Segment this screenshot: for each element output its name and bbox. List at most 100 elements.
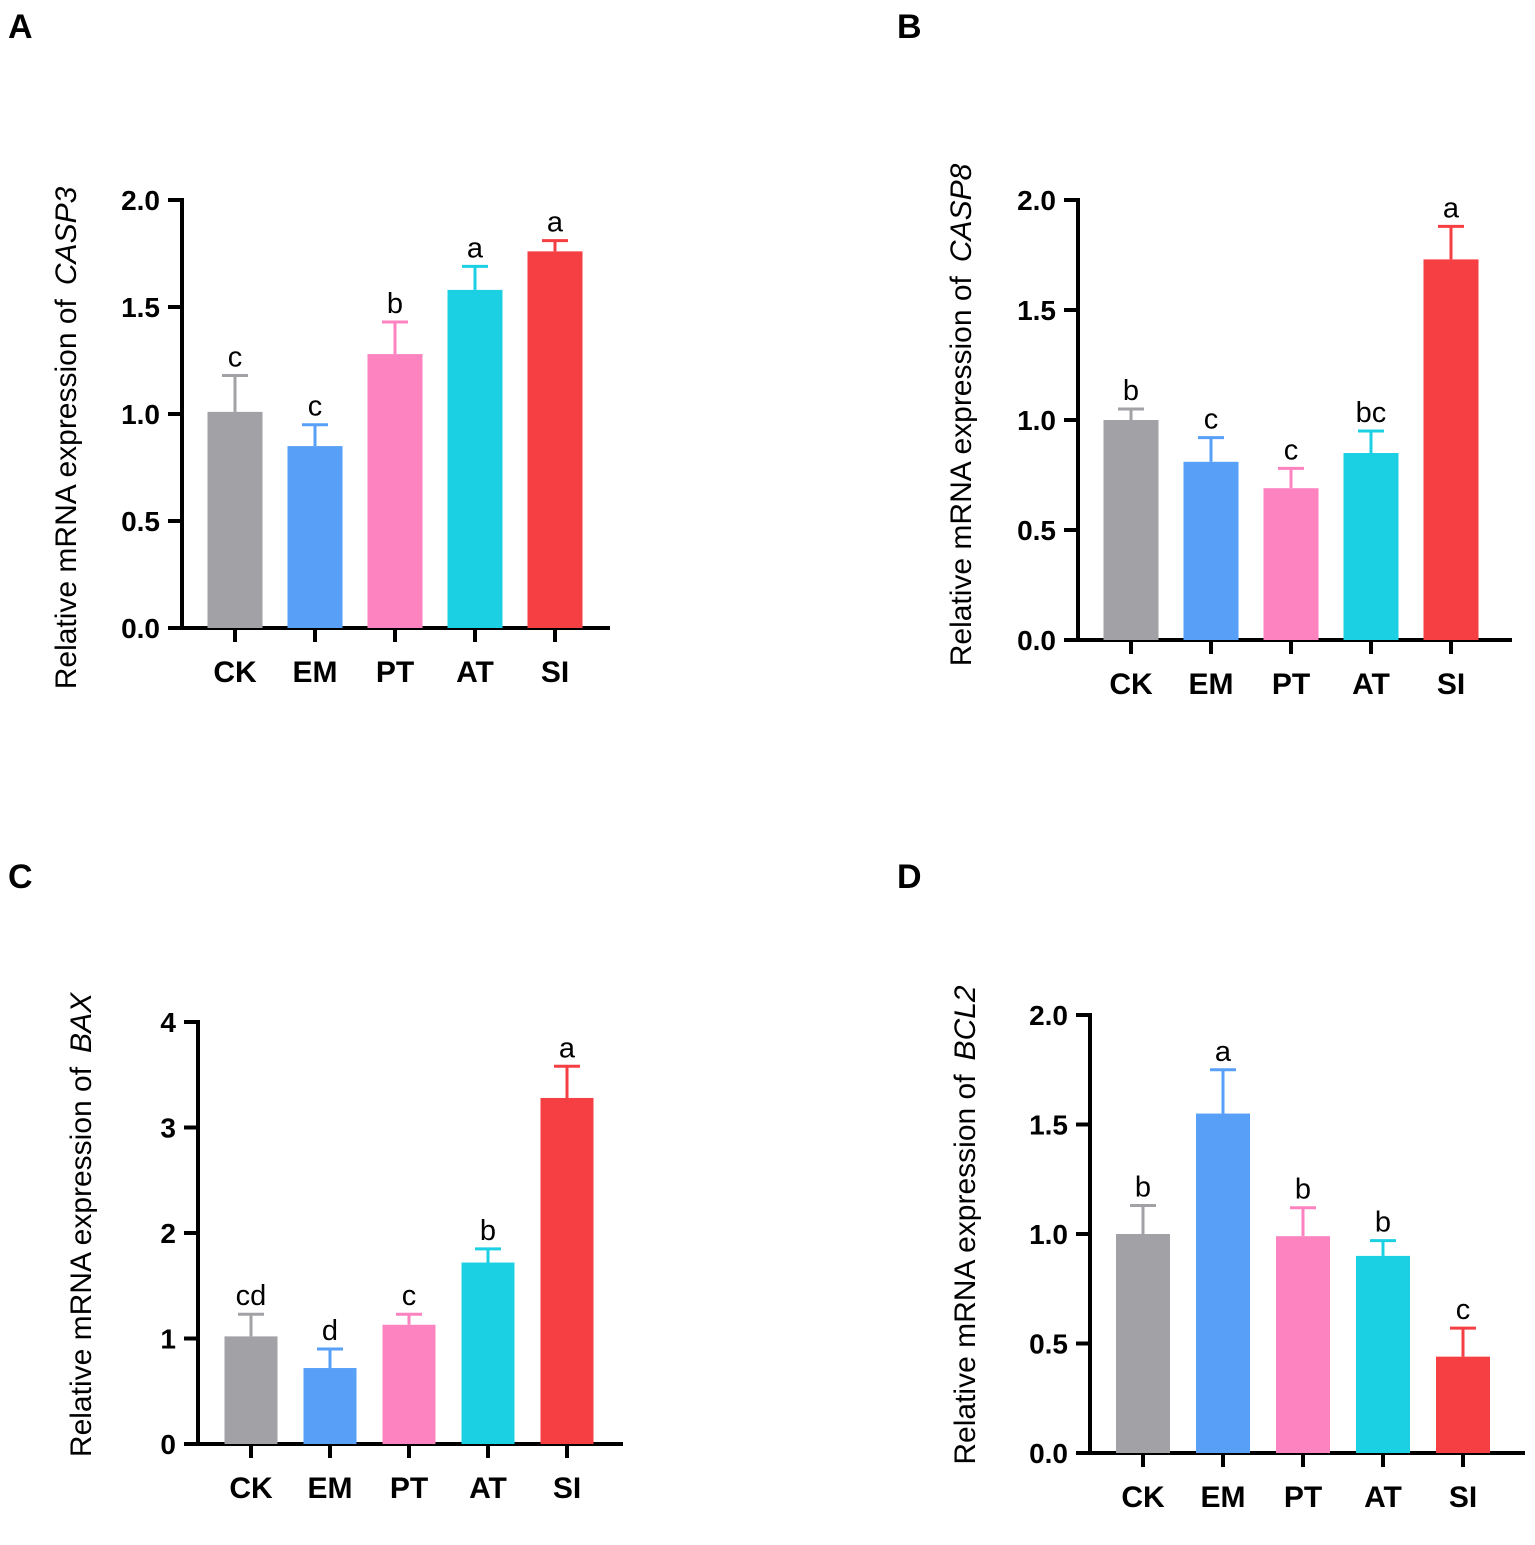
x-tick-label: AT: [1364, 1481, 1402, 1514]
x-tick-label: CK: [213, 656, 257, 689]
y-tick-label: 0.5: [1017, 515, 1056, 546]
y-axis-title: Relative mRNA expression of BCL2: [949, 985, 982, 1465]
significance-letter: b: [1295, 1174, 1311, 1206]
x-tick-label: AT: [1352, 668, 1390, 701]
y-tick-label: 1.0: [121, 399, 160, 430]
significance-letter: bc: [1356, 397, 1387, 429]
x-tick-label: EM: [293, 656, 338, 689]
significance-letter: a: [547, 207, 564, 239]
x-tick-label: SI: [1449, 1481, 1477, 1514]
y-tick-label: 3: [160, 1113, 176, 1144]
x-tick-label: CK: [1121, 1481, 1165, 1514]
panel-letter: C: [8, 858, 33, 896]
significance-letter: c: [1204, 404, 1219, 436]
y-axis-title-prefix: Relative mRNA expression of: [949, 1074, 982, 1465]
significance-letter: c: [228, 341, 243, 373]
y-tick-label: 1.0: [1029, 1219, 1068, 1250]
bar-em: [1183, 461, 1239, 640]
bar-pt: [1276, 1236, 1330, 1453]
y-tick-label: 0.5: [121, 506, 160, 537]
x-tick-label: SI: [553, 1472, 581, 1505]
y-tick-label: 2: [160, 1218, 176, 1249]
significance-letter: b: [1135, 1172, 1151, 1204]
x-tick-label: PT: [390, 1472, 428, 1505]
x-tick-label: CK: [229, 1472, 273, 1505]
x-tick-label: EM: [1189, 668, 1234, 701]
significance-letter: b: [1375, 1207, 1391, 1239]
bar-si: [540, 1097, 594, 1444]
significance-letter: a: [559, 1032, 576, 1064]
significance-letter: c: [402, 1280, 417, 1312]
y-axis-title-gene: BAX: [65, 992, 98, 1053]
y-tick-label: 1: [160, 1324, 176, 1355]
y-tick-label: 1.5: [1029, 1110, 1068, 1141]
x-tick-label: EM: [308, 1472, 353, 1505]
y-tick-label: 4: [160, 1007, 176, 1038]
bar-at: [447, 289, 503, 628]
bar-si: [1436, 1356, 1490, 1453]
bar-at: [1343, 453, 1399, 640]
x-tick-label: AT: [456, 656, 494, 689]
bar-ck: [1103, 420, 1159, 640]
x-tick-label: EM: [1201, 1481, 1246, 1514]
x-tick-label: PT: [1272, 668, 1310, 701]
y-tick-label: 0.0: [1029, 1438, 1068, 1469]
significance-letter: b: [480, 1215, 496, 1247]
y-axis-title-prefix: Relative mRNA expression of: [50, 298, 83, 689]
significance-letter: a: [1215, 1036, 1232, 1068]
y-axis-title-prefix: Relative mRNA expression of: [945, 275, 978, 666]
y-tick-label: 2.0: [121, 185, 160, 216]
significance-letter: cd: [236, 1280, 267, 1312]
bar-ck: [224, 1336, 278, 1444]
bar-si: [1423, 259, 1479, 640]
y-tick-label: 2.0: [1017, 185, 1056, 216]
y-axis-title: Relative mRNA expression of CASP8: [945, 163, 978, 666]
x-tick-label: SI: [541, 656, 569, 689]
panel-letter: A: [8, 8, 33, 46]
bar-si: [527, 251, 583, 629]
chart-panel-d: D 0.0 0.5 1.0 1.5 2.0 Relative mRNA expression…: [897, 858, 1525, 1514]
y-tick-label: 0: [160, 1429, 176, 1460]
bar-at: [461, 1262, 515, 1444]
bar-ck: [207, 411, 263, 628]
y-axis-title-gene: BCL2: [949, 985, 982, 1060]
panel-letter: B: [897, 8, 922, 46]
y-axis-title: Relative mRNA expression of BAX: [65, 992, 98, 1457]
bar-em: [303, 1368, 357, 1444]
x-tick-label: PT: [1284, 1481, 1322, 1514]
bar-pt: [1263, 488, 1319, 640]
significance-letter: d: [322, 1315, 338, 1347]
bar-at: [1356, 1255, 1410, 1453]
y-tick-label: 1.5: [121, 292, 160, 323]
y-tick-label: 0.5: [1029, 1329, 1068, 1360]
y-tick-label: 0.0: [1017, 625, 1056, 656]
y-axis-title-gene: CASP8: [945, 163, 978, 262]
y-tick-label: 1.0: [1017, 405, 1056, 436]
bar-pt: [367, 354, 423, 628]
significance-letter: a: [467, 232, 484, 264]
x-tick-label: SI: [1437, 668, 1465, 701]
x-tick-label: AT: [469, 1472, 507, 1505]
y-axis-title-prefix: Relative mRNA expression of: [65, 1066, 98, 1457]
significance-letter: b: [1123, 375, 1139, 407]
y-tick-label: 0.0: [121, 613, 160, 644]
significance-letter: a: [1443, 192, 1460, 224]
significance-letter: c: [308, 391, 323, 423]
y-tick-label: 1.5: [1017, 295, 1056, 326]
y-tick-label: 2.0: [1029, 1000, 1068, 1031]
x-tick-label: CK: [1109, 668, 1153, 701]
significance-letter: c: [1284, 434, 1299, 466]
chart-panel-b: B 0.0 0.5 1.0 1.5 2.0 Relative mRNA expression…: [897, 8, 1512, 701]
significance-letter: c: [1456, 1294, 1471, 1326]
bar-pt: [382, 1324, 436, 1444]
bar-em: [287, 446, 343, 628]
y-axis-title-gene: CASP3: [50, 186, 83, 285]
bar-em: [1196, 1113, 1250, 1453]
bar-ck: [1116, 1234, 1170, 1453]
x-tick-label: PT: [376, 656, 414, 689]
panel-letter: D: [897, 858, 922, 896]
chart-panel-a: A 0.0 0.5 1.0 1.5 2.0 Relative mRNA expression…: [8, 8, 610, 689]
significance-letter: b: [387, 288, 403, 320]
